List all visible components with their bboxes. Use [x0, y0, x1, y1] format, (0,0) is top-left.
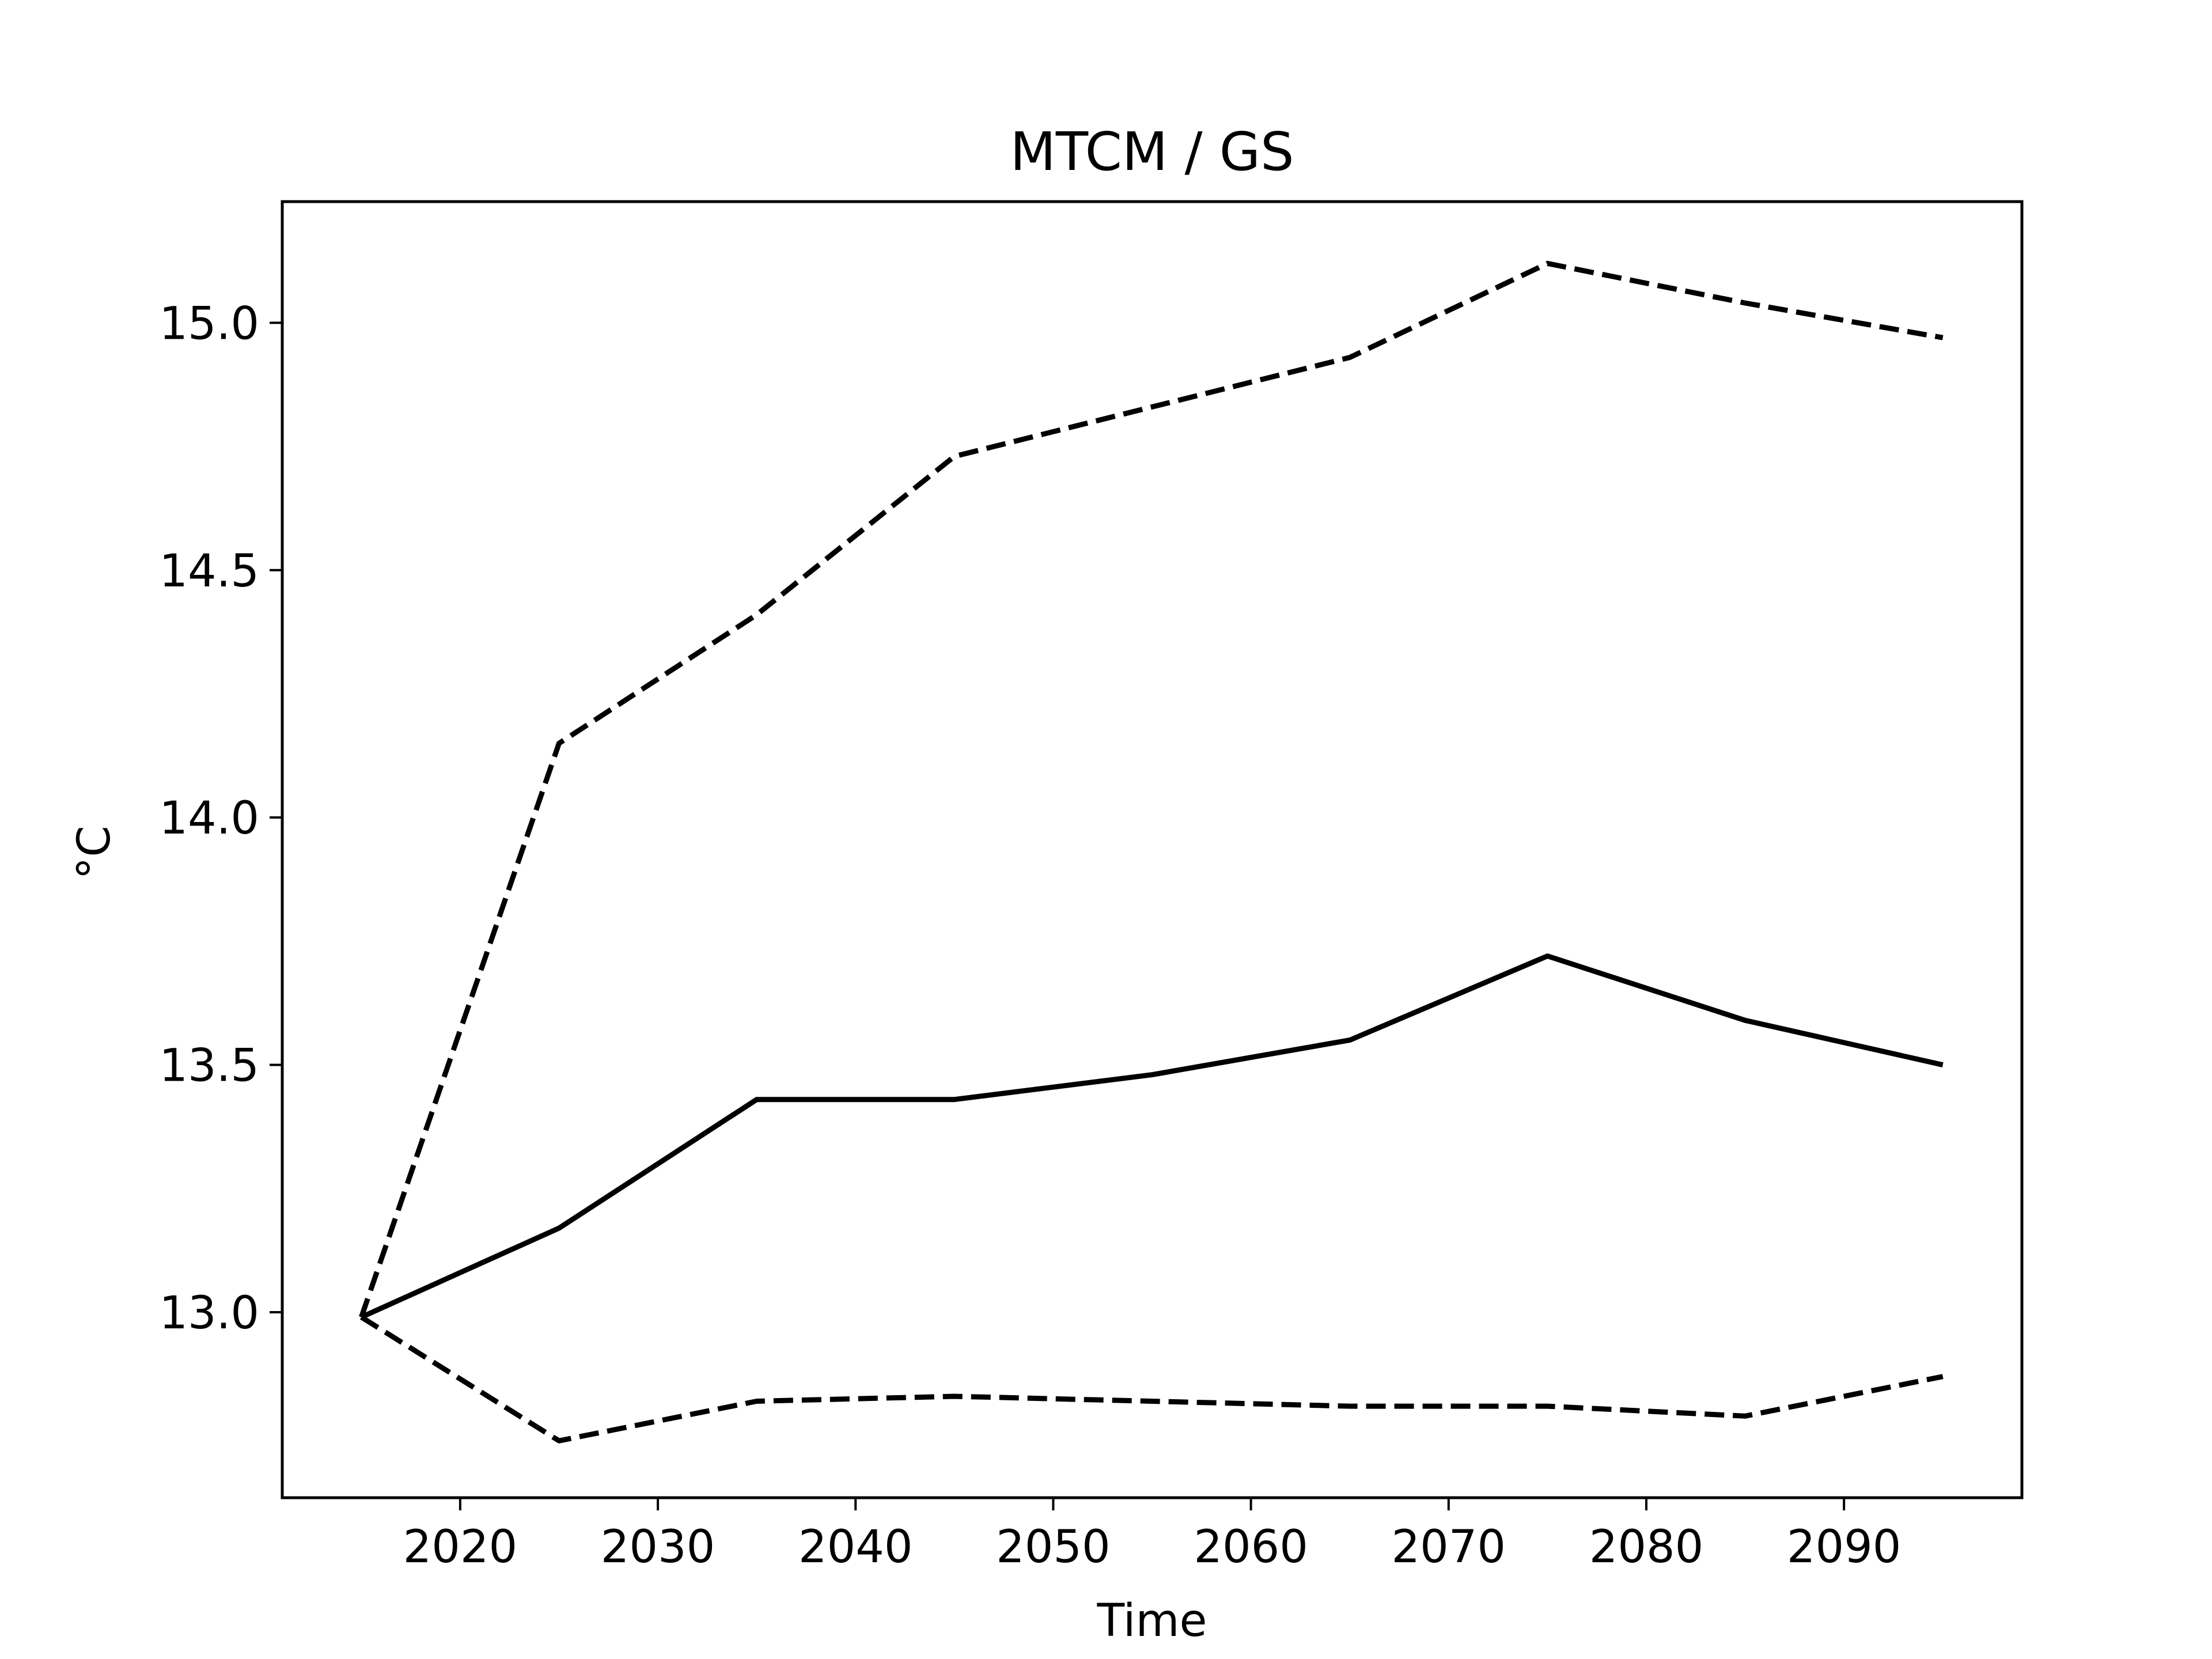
series-line-3	[359, 1315, 1944, 1444]
y-axis-label: °C	[69, 825, 120, 879]
plot-frame	[281, 200, 2024, 1499]
x-tick-label: 2090	[1787, 1521, 1902, 1573]
y-tick-label: 14.0	[159, 793, 259, 844]
x-axis-label: Time	[1097, 1595, 1207, 1647]
chart-title: MTCM / GS	[1010, 121, 1294, 183]
series-line-1	[359, 260, 1944, 1318]
y-tick-label: 13.5	[159, 1040, 259, 1092]
y-tick-label: 14.5	[159, 546, 259, 597]
x-tick-label: 2070	[1392, 1521, 1506, 1573]
y-tick-label: 13.0	[159, 1287, 259, 1339]
x-tick-label: 2060	[1194, 1521, 1308, 1573]
series-layer	[359, 260, 1944, 1444]
x-tick-label: 2050	[996, 1521, 1111, 1573]
x-tick-label: 2020	[403, 1521, 518, 1573]
x-tick-label: 2080	[1589, 1521, 1704, 1573]
x-tick-label: 2030	[601, 1521, 715, 1573]
y-tick-label: 15.0	[159, 298, 259, 350]
x-tick-label: 2040	[798, 1521, 913, 1573]
series-line-2	[360, 953, 1944, 1320]
ticks-layer: 2020 2030 2040 2050 2060 2070 2080 2090 13.0 13.5…	[159, 298, 1901, 1573]
